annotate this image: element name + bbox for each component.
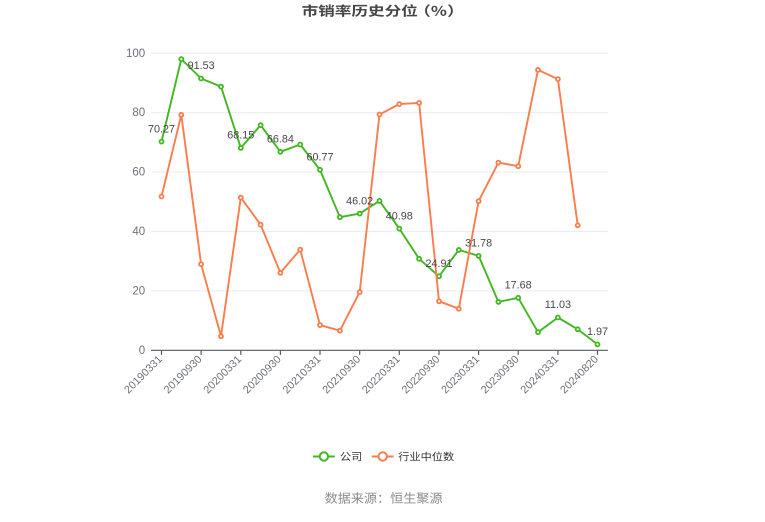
svg-text:1.97: 1.97 bbox=[587, 326, 608, 338]
svg-text:91.53: 91.53 bbox=[188, 60, 215, 72]
svg-text:60.77: 60.77 bbox=[306, 152, 333, 164]
svg-text:70.27: 70.27 bbox=[148, 123, 175, 135]
svg-text:68.15: 68.15 bbox=[227, 130, 254, 142]
svg-text:40: 40 bbox=[132, 226, 145, 238]
svg-text:80: 80 bbox=[132, 107, 145, 119]
svg-text:17.68: 17.68 bbox=[505, 280, 532, 292]
svg-text:40.98: 40.98 bbox=[386, 210, 413, 222]
svg-text:0: 0 bbox=[139, 345, 145, 357]
svg-text:20: 20 bbox=[132, 285, 145, 297]
svg-text:11.03: 11.03 bbox=[545, 299, 571, 311]
svg-text:100: 100 bbox=[126, 48, 145, 60]
svg-text:66.84: 66.84 bbox=[267, 134, 294, 146]
svg-text:60: 60 bbox=[132, 167, 145, 179]
svg-text:24.91: 24.91 bbox=[425, 258, 452, 270]
svg-text:31.78: 31.78 bbox=[465, 238, 492, 250]
svg-text:46.02: 46.02 bbox=[346, 195, 373, 207]
